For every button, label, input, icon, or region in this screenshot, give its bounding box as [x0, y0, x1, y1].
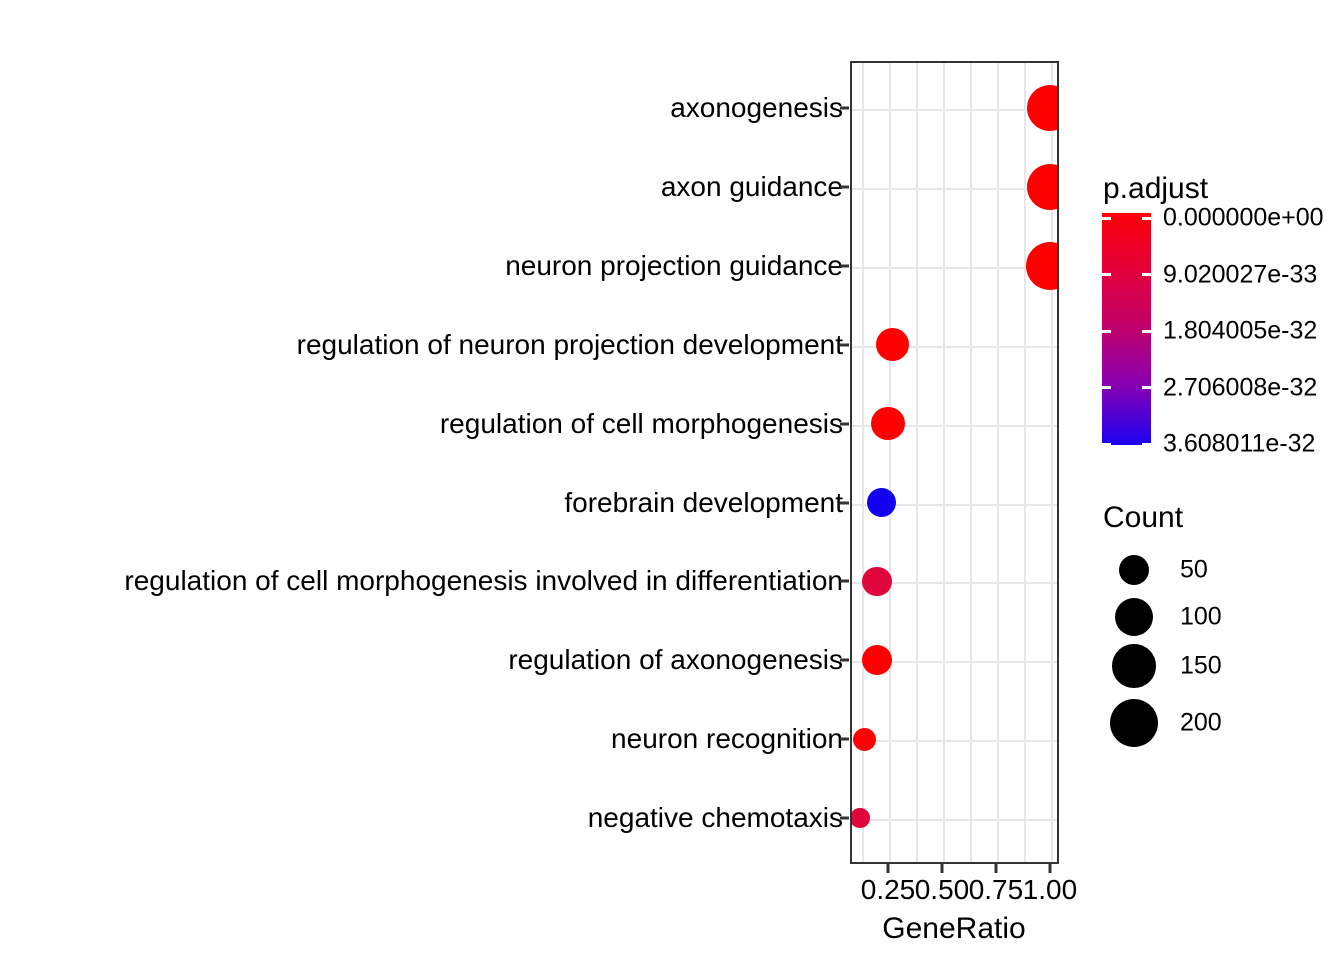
x-tick-label: 1.00 [1022, 874, 1078, 905]
padjust-colorbar [1102, 213, 1151, 445]
count-legend-label: 50 [1180, 555, 1208, 584]
colorbar-tick [1102, 386, 1111, 389]
padjust-tick-label: 2.706008e-32 [1163, 373, 1318, 401]
y-axis-tick [840, 501, 849, 504]
x-tick-label: 0.50 [914, 874, 970, 905]
colorbar-tick [1142, 273, 1151, 276]
x-axis-tick [1048, 864, 1052, 873]
minor-gridline [969, 63, 972, 862]
minor-gridline [1023, 63, 1026, 862]
x-axis-tick [994, 864, 998, 873]
data-point [1025, 241, 1057, 290]
y-axis-label: neuron recognition [611, 723, 843, 755]
plot-panel [850, 61, 1059, 864]
x-axis-tick [940, 864, 944, 873]
count-legend-title: Count [1103, 501, 1184, 534]
row-gridline [852, 187, 1057, 190]
data-point [875, 327, 910, 362]
x-tick-label: 0.25 [860, 874, 916, 905]
row-gridline [852, 740, 1057, 743]
y-axis-label: forebrain development [564, 486, 843, 518]
count-legend-label: 200 [1180, 708, 1222, 737]
colorbar-tick [1142, 442, 1151, 446]
data-point [852, 808, 870, 828]
y-axis-label: axon guidance [660, 170, 843, 202]
y-axis-tick [840, 816, 849, 820]
y-axis-label: regulation of neuron projection developm… [296, 328, 843, 360]
colorbar-tick [1142, 386, 1151, 389]
row-gridline [852, 266, 1057, 269]
padjust-tick-label: 0.000000e+00 [1163, 203, 1324, 232]
row-gridline [852, 661, 1057, 664]
count-legend-label: 150 [1180, 651, 1222, 680]
count-legend-circle [1112, 644, 1156, 688]
data-point [1026, 163, 1057, 211]
y-axis-label: regulation of cell morphogenesis involve… [124, 565, 843, 597]
y-axis-tick [840, 185, 849, 189]
y-axis-label: regulation of cell morphogenesis [439, 407, 843, 439]
row-gridline [852, 819, 1057, 822]
minor-gridline [915, 63, 918, 862]
major-gridline [942, 63, 945, 862]
major-gridline [889, 63, 891, 862]
x-axis-title: GeneRatio [882, 912, 1026, 945]
data-point [862, 566, 892, 597]
y-axis-tick [840, 264, 849, 268]
count-legend-circle [1118, 554, 1150, 586]
data-point [852, 727, 876, 751]
colorbar-tick [1102, 329, 1111, 333]
data-point [871, 407, 905, 441]
y-axis-label: regulation of axonogenesis [508, 644, 843, 676]
colorbar-tick [1142, 329, 1151, 333]
y-axis-tick [840, 579, 849, 583]
data-point [862, 645, 893, 676]
count-legend-label: 100 [1180, 602, 1222, 631]
minor-gridline [862, 63, 864, 862]
colorbar-tick [1102, 442, 1111, 446]
y-axis-tick [840, 737, 849, 741]
y-axis-label: negative chemotaxis [587, 802, 843, 834]
row-gridline [852, 345, 1057, 348]
row-gridline [852, 424, 1057, 427]
padjust-tick-label: 3.608011e-32 [1163, 429, 1316, 458]
data-point [867, 488, 897, 517]
row-gridline [852, 582, 1057, 585]
row-gridline [852, 109, 1057, 111]
major-gridline [1050, 63, 1053, 862]
colorbar-tick [1102, 273, 1111, 276]
data-point [1026, 84, 1057, 132]
y-axis-tick [840, 658, 849, 662]
y-axis-label: axonogenesis [670, 92, 843, 123]
x-axis-tick [886, 864, 890, 873]
padjust-legend-title: p.adjust [1103, 172, 1209, 205]
x-tick-label: 0.75 [968, 874, 1024, 905]
count-legend-circle [1110, 699, 1158, 747]
padjust-tick-label: 9.020027e-33 [1163, 260, 1318, 288]
y-axis-label: neuron projection guidance [505, 249, 843, 281]
y-axis-tick [840, 343, 849, 347]
colorbar-tick [1142, 216, 1151, 220]
colorbar-tick [1102, 216, 1111, 220]
y-axis-tick [840, 106, 849, 110]
row-gridline [852, 503, 1057, 506]
y-axis-tick [840, 422, 849, 426]
count-legend-circle [1115, 598, 1153, 636]
padjust-tick-label: 1.804005e-32 [1163, 316, 1318, 345]
major-gridline [996, 63, 999, 862]
